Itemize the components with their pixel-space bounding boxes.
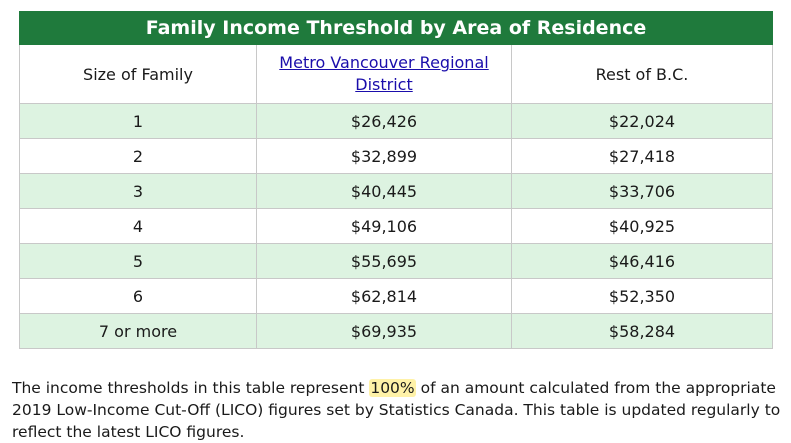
metro-threshold-cell: $62,814: [256, 278, 512, 314]
rest-threshold-cell: $58,284: [511, 313, 773, 349]
note-text-start: The income thresholds in this table repr…: [12, 378, 370, 397]
rest-threshold-cell: $33,706: [511, 173, 773, 209]
rest-threshold-cell: $22,024: [511, 103, 773, 139]
header-size-of-family: Size of Family: [19, 44, 257, 104]
family-size-cell: 3: [19, 173, 257, 209]
table-row: 7 or more $69,935 $58,284: [19, 313, 773, 349]
income-threshold-table-container: Family Income Threshold by Area of Resid…: [19, 11, 773, 349]
metro-threshold-cell: $49,106: [256, 208, 512, 244]
family-size-cell: 5: [19, 243, 257, 279]
rest-threshold-cell: $27,418: [511, 138, 773, 174]
table-row: 3 $40,445 $33,706: [19, 173, 773, 209]
family-size-cell: 2: [19, 138, 257, 174]
family-size-cell: 4: [19, 208, 257, 244]
table-row: 4 $49,106 $40,925: [19, 208, 773, 244]
table-row: 5 $55,695 $46,416: [19, 243, 773, 279]
table-title: Family Income Threshold by Area of Resid…: [19, 11, 773, 45]
rest-threshold-cell: $52,350: [511, 278, 773, 314]
metro-vancouver-link[interactable]: Metro Vancouver Regional District: [279, 53, 489, 94]
family-size-cell: 1: [19, 103, 257, 139]
table-row: 6 $62,814 $52,350: [19, 278, 773, 314]
metro-threshold-cell: $69,935: [256, 313, 512, 349]
threshold-note: The income thresholds in this table repr…: [12, 377, 782, 443]
family-size-cell: 7 or more: [19, 313, 257, 349]
family-size-cell: 6: [19, 278, 257, 314]
metro-threshold-cell: $55,695: [256, 243, 512, 279]
metro-threshold-cell: $40,445: [256, 173, 512, 209]
metro-threshold-cell: $26,426: [256, 103, 512, 139]
table-header-row: Size of Family Metro Vancouver Regional …: [19, 44, 773, 104]
income-threshold-table: Family Income Threshold by Area of Resid…: [19, 11, 773, 349]
header-rest-of-bc: Rest of B.C.: [511, 44, 773, 104]
table-row: 2 $32,899 $27,418: [19, 138, 773, 174]
highlighted-percentage: 100%: [369, 378, 416, 397]
rest-threshold-cell: $40,925: [511, 208, 773, 244]
table-row: 1 $26,426 $22,024: [19, 103, 773, 139]
header-metro-vancouver: Metro Vancouver Regional District: [256, 44, 512, 104]
metro-threshold-cell: $32,899: [256, 138, 512, 174]
rest-threshold-cell: $46,416: [511, 243, 773, 279]
